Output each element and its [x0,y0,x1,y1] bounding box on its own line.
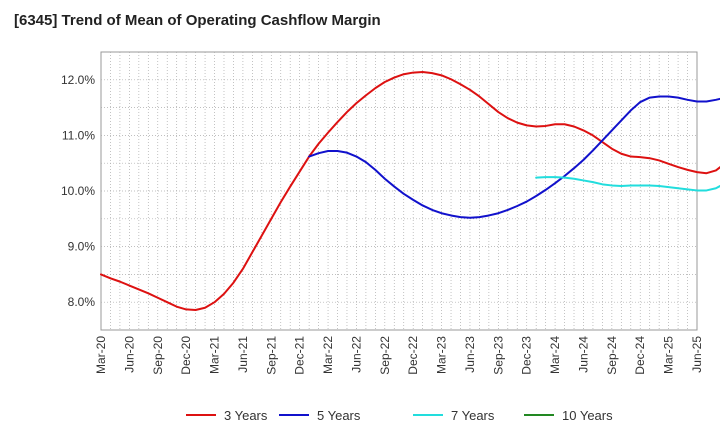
x-tick-label: Mar-24 [548,336,562,374]
x-tick-label: Sep-22 [378,336,392,375]
x-tick-label: Jun-22 [349,336,363,373]
x-tick-label: Sep-20 [151,336,165,375]
x-tick-label: Mar-23 [435,336,449,374]
y-tick-label: 9.0% [68,240,96,254]
x-tick-label: Mar-21 [208,336,222,374]
legend-label: 3 Years [224,408,268,423]
series-line [100,71,720,311]
legend-label: 7 Years [451,408,495,423]
x-tick-label: Dec-24 [633,336,647,375]
y-tick-label: 11.0% [62,128,95,142]
y-tick-label: 10.0% [61,184,95,198]
y-tick-label: 12.0% [61,73,95,87]
x-tick-label: Dec-21 [293,336,307,375]
x-tick-label: Jun-24 [576,336,590,373]
legend-label: 5 Years [317,408,361,423]
x-tick-label: Dec-22 [406,336,420,375]
x-tick-label: Mar-22 [321,336,335,374]
x-tick-label: Sep-24 [605,336,619,375]
x-tick-label: Jun-25 [690,336,704,373]
x-tick-label: Jun-20 [122,336,136,373]
x-tick-label: Jun-21 [236,336,250,373]
y-tick-label: 8.0% [68,295,96,309]
chart-title: [6345] Trend of Mean of Operating Cashfl… [14,12,381,29]
x-tick-label: Dec-20 [179,336,193,375]
x-tick-label: Dec-23 [520,336,534,375]
x-tick-label: Sep-21 [264,336,278,375]
legend-label: 10 Years [562,408,613,423]
x-tick-label: Sep-23 [491,336,505,375]
x-tick-label: Mar-25 [662,336,676,374]
x-tick-label: Mar-20 [94,336,108,374]
series-line [308,95,720,219]
x-tick-label: Jun-23 [463,336,477,373]
series-line [535,176,720,192]
